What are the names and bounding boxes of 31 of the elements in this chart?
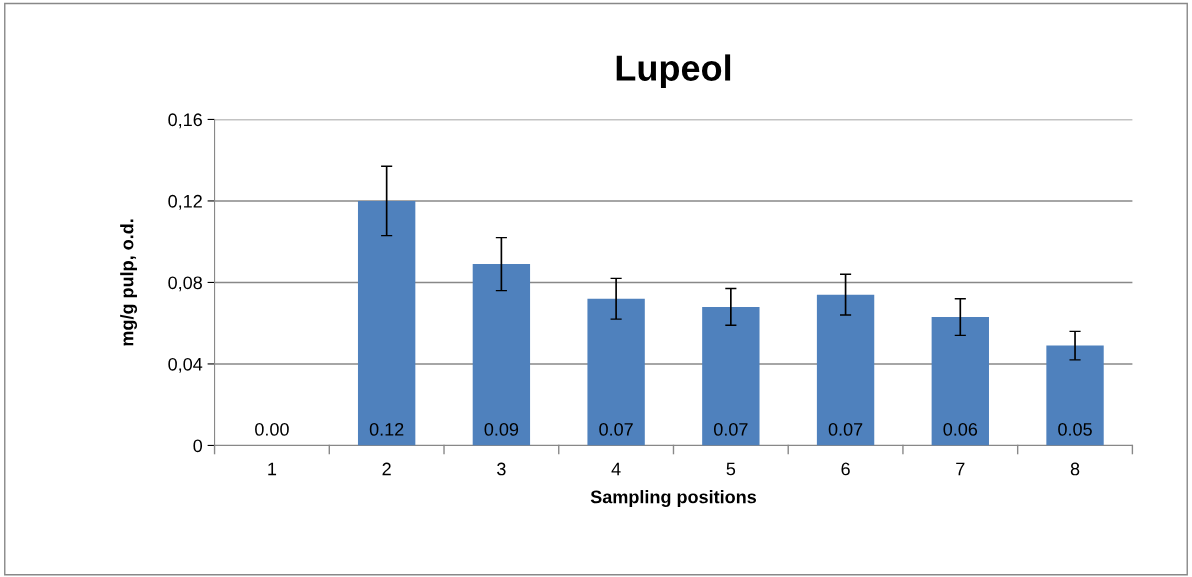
- x-tick-label: 4: [611, 462, 621, 476]
- x-tick-label: 6: [841, 462, 850, 476]
- data-label: 0.07: [828, 422, 863, 436]
- data-label: 0.06: [943, 422, 978, 436]
- x-tick-label: 2: [382, 462, 391, 476]
- data-label: 0.00: [255, 422, 289, 436]
- data-label: 0.07: [713, 422, 748, 436]
- data-label: 0.12: [369, 422, 404, 436]
- bar: [1046, 345, 1104, 446]
- x-tick-label: 7: [956, 462, 965, 476]
- bar: [702, 306, 760, 446]
- data-label: 0.09: [484, 422, 519, 436]
- bar: [587, 298, 645, 446]
- bar: [472, 264, 531, 446]
- y-tick-label: 0: [193, 439, 203, 453]
- x-tick-label: 5: [726, 462, 736, 476]
- x-tick-label: 8: [1070, 462, 1080, 476]
- y-axis-title: mg/g pulp, o.d.: [120, 219, 138, 346]
- x-tick-label: 3: [497, 462, 506, 476]
- x-axis-title: Sampling positions: [590, 490, 757, 507]
- data-label: 0.05: [1058, 422, 1092, 436]
- bar: [816, 294, 875, 446]
- y-tick-label: 0,08: [168, 276, 202, 292]
- y-tick-label: 0,04: [168, 357, 203, 373]
- y-tick-label: 0,16: [168, 113, 202, 129]
- chart-title: Lupeol: [616, 54, 731, 89]
- bar: [357, 200, 416, 446]
- y-tick-label: 0,12: [168, 194, 202, 210]
- data-label: 0.07: [599, 422, 633, 436]
- bar: [931, 317, 989, 446]
- x-tick-label: 1: [268, 462, 277, 476]
